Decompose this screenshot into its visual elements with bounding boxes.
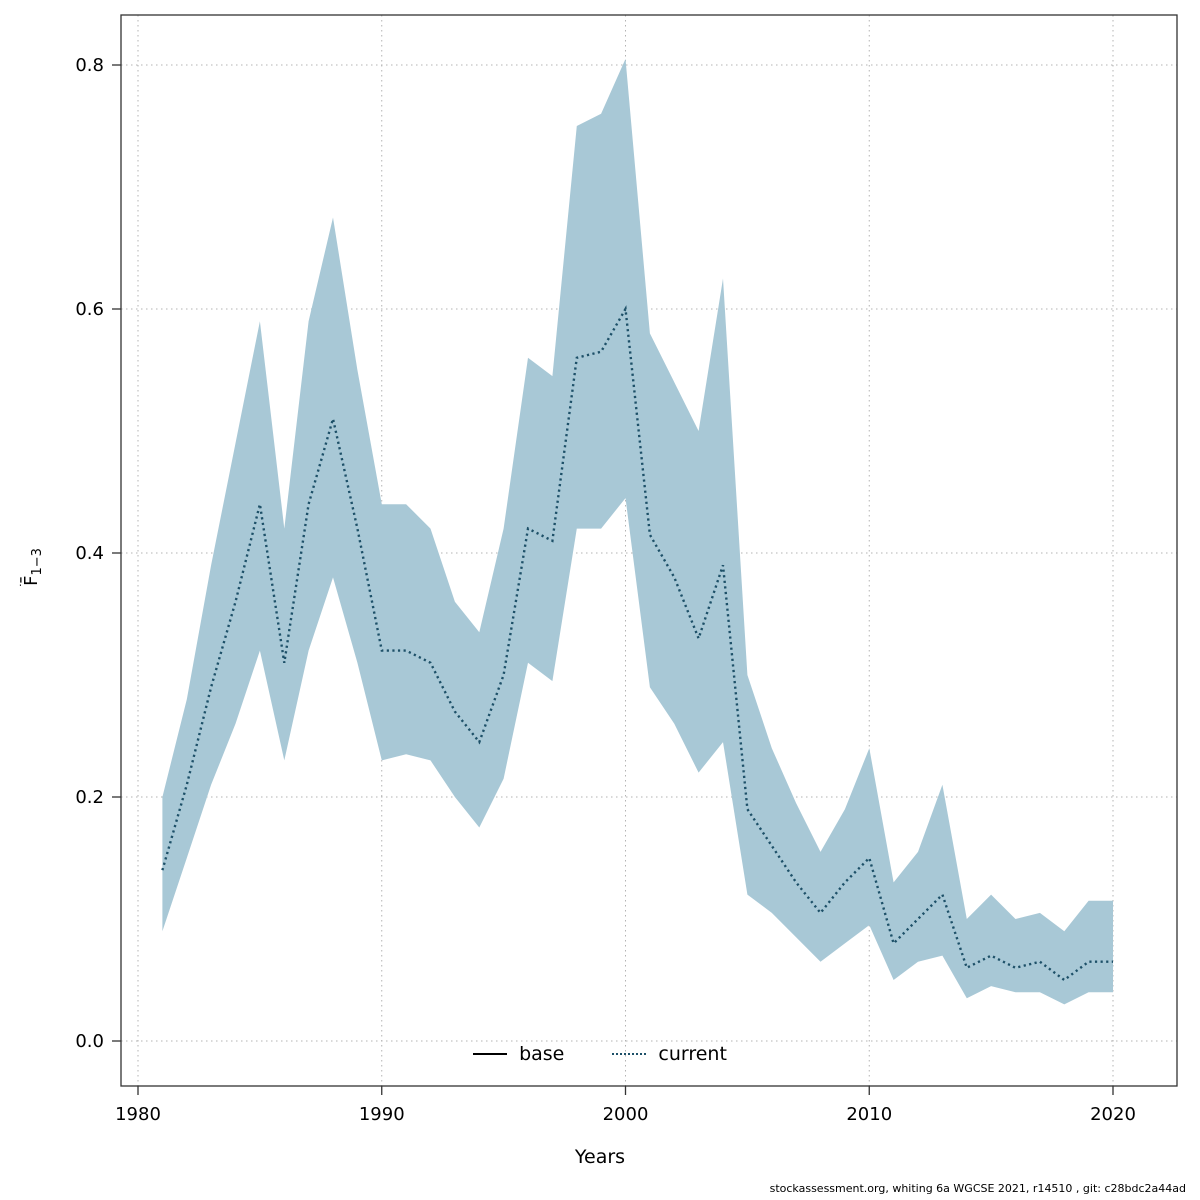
x-tick-label: 2020 <box>1090 1104 1136 1125</box>
y-tick-label: 0.0 <box>75 1031 104 1052</box>
base-line-key-icon <box>473 1053 508 1055</box>
confidence-band <box>162 58 1113 1005</box>
y-tick-label: 0.6 <box>75 299 104 320</box>
y-axis-label-fbar: F̄ <box>20 575 42 586</box>
y-tick-label: 0.4 <box>75 543 104 564</box>
x-tick-label: 1990 <box>359 1104 405 1125</box>
x-tick-label: 2000 <box>603 1104 649 1125</box>
footer-citation: stockassessment.org, whiting 6a WGCSE 20… <box>769 1182 1186 1195</box>
legend-item-current: current <box>612 1043 727 1065</box>
y-tick-label: 0.8 <box>75 55 104 76</box>
y-axis-label: F̄1−3 <box>21 548 45 586</box>
legend-label-current: current <box>658 1043 727 1065</box>
plot-border <box>120 14 1178 1087</box>
legend-item-base: base <box>473 1043 564 1065</box>
x-tick-label: 1980 <box>115 1104 161 1125</box>
y-axis-label-subscript: 1−3 <box>29 548 45 576</box>
x-tick-label: 2010 <box>846 1104 892 1125</box>
current-line-key-icon <box>612 1053 647 1055</box>
y-tick-label: 0.2 <box>75 787 104 808</box>
x-axis-label: Years <box>574 1146 626 1168</box>
legend-label-base: base <box>519 1043 565 1065</box>
legend: base current <box>0 1043 1200 1065</box>
